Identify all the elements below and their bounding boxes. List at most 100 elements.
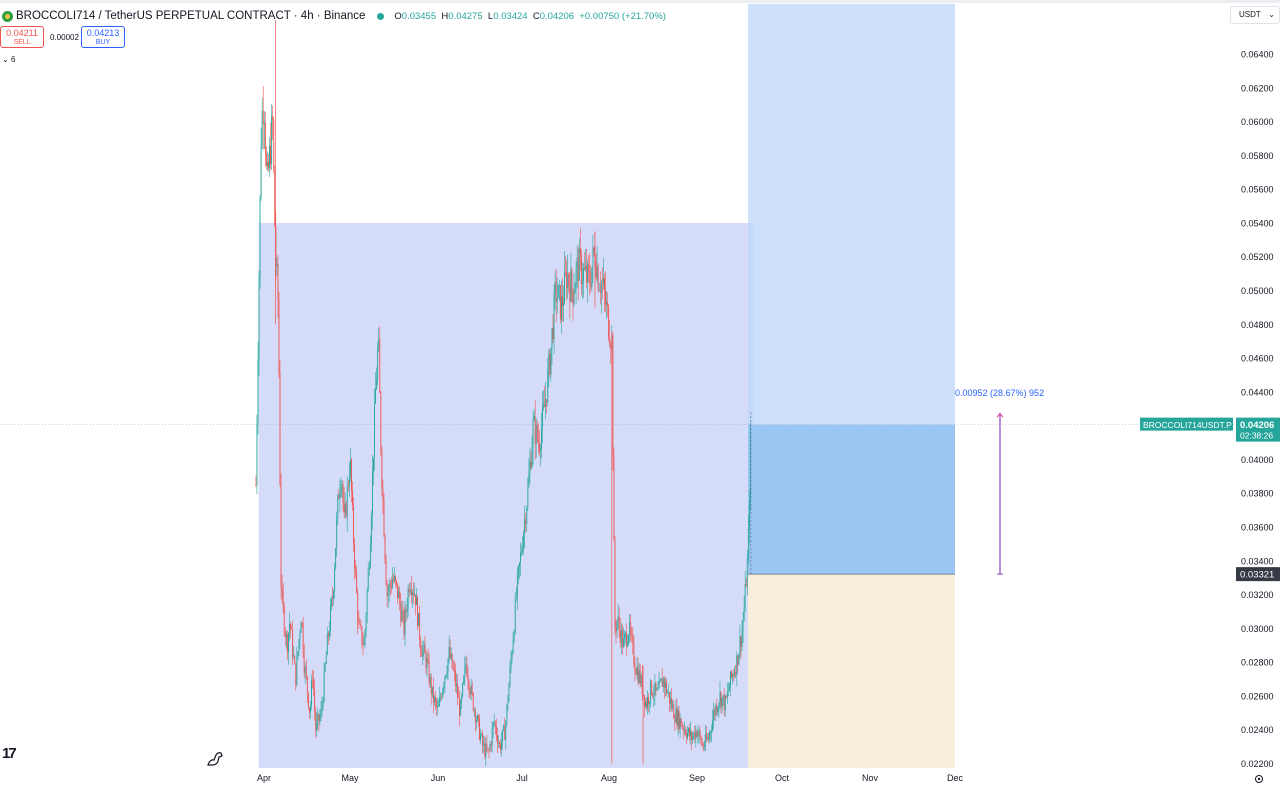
y-tick-label: 0.04600 xyxy=(1241,354,1274,364)
candle-up xyxy=(554,281,556,293)
candle-down xyxy=(530,461,532,468)
candle-up xyxy=(450,653,452,658)
candle-down xyxy=(417,596,418,627)
candle-down xyxy=(589,271,591,285)
dino-icon[interactable] xyxy=(206,751,224,767)
candle-up xyxy=(603,278,604,284)
x-tick-label: Aug xyxy=(601,773,617,783)
candle-down xyxy=(571,270,573,290)
candle-down xyxy=(453,669,455,671)
candle-down xyxy=(327,633,329,637)
candle-down xyxy=(504,725,506,740)
candle-down xyxy=(313,680,315,689)
close-value: 0.04206 xyxy=(539,10,575,22)
candle-down xyxy=(544,404,546,407)
candle-down xyxy=(459,697,460,716)
candle-up xyxy=(583,268,584,281)
candle-up xyxy=(433,697,435,703)
y-tick-label: 0.05600 xyxy=(1241,185,1274,195)
candle-up xyxy=(409,589,411,592)
sell-button[interactable]: 0.04211 SELL xyxy=(0,26,44,48)
ohlc-values: O0.03455 H0.04275 L0.03424 C0.04206 +0.0… xyxy=(394,10,666,22)
candle-up xyxy=(582,280,583,284)
candle-down xyxy=(639,670,641,684)
candle-up xyxy=(690,731,691,737)
gear-icon[interactable] xyxy=(1254,774,1264,784)
candle-up xyxy=(404,609,406,635)
candle-up xyxy=(717,707,719,713)
candle-down xyxy=(467,676,469,682)
candle-up xyxy=(317,714,319,721)
candle-down xyxy=(610,344,612,349)
candle-down xyxy=(534,416,536,444)
candle-up xyxy=(545,399,547,407)
y-tick-label: 0.05000 xyxy=(1241,286,1274,296)
tradingview-logo-icon[interactable]: 17 xyxy=(2,745,17,762)
candle-up xyxy=(334,568,336,592)
candle-up xyxy=(512,639,514,653)
candle-down xyxy=(646,701,647,708)
candle-down xyxy=(494,722,496,726)
candle-down xyxy=(615,627,617,632)
candle-up xyxy=(423,644,425,650)
candle-down xyxy=(577,257,579,281)
candle-down xyxy=(402,611,404,612)
candle-down xyxy=(379,339,381,393)
currency-select[interactable]: USDT ⌄ xyxy=(1230,6,1280,24)
candle-up xyxy=(739,636,741,655)
candle-down xyxy=(262,110,264,125)
x-tick-label: Sep xyxy=(689,773,705,783)
candle-up xyxy=(414,594,415,596)
symbol-title[interactable]: BROCCOLI714 / TetherUS PERPETUAL CONTRAC… xyxy=(16,10,366,22)
candle-up xyxy=(365,615,367,631)
candle-down xyxy=(281,587,283,592)
candle-up xyxy=(259,196,261,278)
candle-up xyxy=(511,652,513,659)
y-tick-label: 0.06000 xyxy=(1241,117,1274,127)
candle-up xyxy=(529,461,531,474)
candle-up xyxy=(429,677,431,684)
chevron-down-icon: ⌄ xyxy=(1268,10,1275,19)
candle-up xyxy=(376,379,378,390)
candle-up xyxy=(596,266,598,278)
candle-up xyxy=(693,732,695,737)
buy-button[interactable]: 0.04213 BUY xyxy=(81,26,125,48)
y-tick-label: 0.04000 xyxy=(1241,455,1274,465)
candle-up xyxy=(473,710,475,711)
candle-up xyxy=(509,666,511,686)
candle-down xyxy=(405,609,407,612)
candle-up xyxy=(556,297,558,302)
candle-up xyxy=(300,622,302,633)
candle-down xyxy=(621,630,623,647)
y-tick-label: 0.03200 xyxy=(1241,590,1274,600)
candle-up xyxy=(662,678,664,687)
candle-up xyxy=(369,545,371,568)
candle-up xyxy=(475,720,477,723)
candle-down xyxy=(605,291,606,305)
candle-down xyxy=(457,683,458,698)
y-tick-label: 0.03000 xyxy=(1241,624,1274,634)
candle-down xyxy=(421,651,423,657)
candle-up xyxy=(257,359,259,423)
candle-up xyxy=(477,715,478,721)
candle-up xyxy=(339,492,341,499)
candle-up xyxy=(461,695,463,702)
indicators-toggle[interactable]: ⌄ 6 xyxy=(2,55,15,64)
candle-down xyxy=(395,576,396,581)
candle-down xyxy=(408,588,410,592)
buy-price: 0.04213 xyxy=(86,28,120,38)
candle-up xyxy=(491,728,493,746)
candle-up xyxy=(297,651,299,657)
candle-up xyxy=(622,638,624,647)
candle-down xyxy=(424,644,426,654)
candle-up xyxy=(640,675,642,684)
candle-down xyxy=(634,664,636,672)
candle-up xyxy=(543,404,544,407)
candle-up xyxy=(304,666,306,673)
candle-up xyxy=(711,730,712,733)
candle-down xyxy=(359,623,361,625)
candle-down xyxy=(536,424,538,440)
candle-up xyxy=(721,697,723,708)
candle-down xyxy=(559,285,561,320)
